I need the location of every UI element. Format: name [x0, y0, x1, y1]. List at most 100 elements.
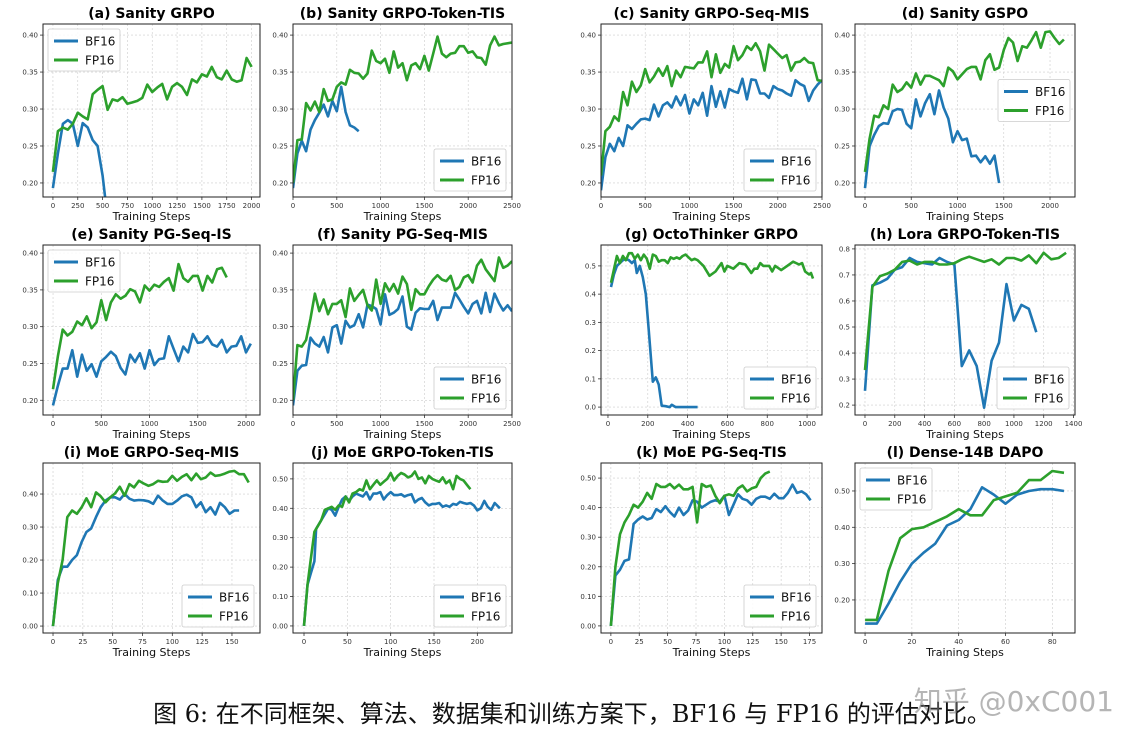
subplot-title: (g) OctoThinker GRPO: [625, 227, 798, 243]
plot-frame: [292, 244, 513, 416]
y-tick-label: 0.4: [839, 350, 851, 358]
x-tick-label: 750: [121, 202, 134, 210]
y-tick-label: 0.30: [272, 323, 288, 331]
x-tick-label: 400: [681, 420, 694, 428]
plot-frame: [600, 23, 823, 198]
y-tick-label: 0.50: [580, 475, 596, 483]
y-tick-label: 0.20: [834, 596, 850, 604]
series-line-bf16: [293, 85, 360, 189]
legend-label: BF16: [471, 155, 501, 169]
y-tick-label: 0.25: [22, 142, 38, 150]
y-tick-label: 0.20: [580, 179, 596, 187]
y-tick-label: 0.30: [834, 106, 850, 114]
y-tick-label: 0.40: [580, 504, 596, 512]
plot-frame: [42, 23, 261, 198]
y-tick-label: 0.25: [272, 142, 288, 150]
x-tick-label: 1400: [1065, 420, 1083, 428]
x-tick-label: 175: [803, 638, 816, 646]
series-line-bf16: [609, 257, 698, 409]
series-line-fp16: [302, 470, 472, 627]
y-tick-label: 0.30: [22, 524, 38, 532]
subplot-title: (b) Sanity GRPO-Token-TIS: [300, 6, 505, 22]
plot-frame: [42, 244, 261, 416]
subplot-i: 0 25 50 75 100 125 150 0.00 0.10 0.20 0.30 0.40 (i) …: [22, 445, 261, 659]
legend: BF16 FP16: [996, 366, 1070, 410]
y-tick-label: 0.7: [839, 271, 850, 279]
series-line-bf16: [609, 483, 812, 627]
legend-label: FP16: [219, 610, 248, 624]
x-axis-label: Training Steps: [112, 646, 191, 659]
y-tick-label: 0.4: [585, 291, 597, 299]
plot-frame: [854, 23, 1076, 198]
y-tick-label: 0.40: [22, 250, 38, 258]
subplot-c: 0 500 1000 1500 2000 2500 0.20 0.25 0.30 0.35 0.40…: [580, 6, 831, 223]
y-tick-label: 0.20: [272, 564, 288, 572]
legend-label: FP16: [897, 493, 926, 507]
x-axis-label: Training Steps: [672, 210, 751, 223]
x-axis-label: Training Steps: [112, 210, 191, 223]
plot-frame: [854, 244, 1076, 416]
x-axis-label: Training Steps: [112, 428, 191, 441]
y-tick-label: 0.5: [839, 324, 850, 332]
series-line-fp16: [863, 30, 1065, 173]
x-tick-label: 2000: [459, 202, 477, 210]
x-axis-label: Training Steps: [925, 210, 1004, 223]
subplot-title: (k) MoE PG-Seq-TIS: [636, 445, 787, 461]
y-tick-label: 0.20: [272, 179, 288, 187]
legend-label: FP16: [1034, 392, 1063, 406]
legend: BF16 FP16: [47, 28, 121, 72]
y-tick-label: 0.35: [22, 286, 38, 294]
x-tick-label: 2000: [1041, 202, 1059, 210]
legend: BF16 FP16: [47, 249, 121, 293]
x-axis-label: Training Steps: [363, 428, 442, 441]
series-line-fp16: [51, 262, 228, 390]
x-tick-label: 1200: [1035, 420, 1053, 428]
x-tick-label: 80: [1048, 638, 1057, 646]
y-tick-label: 0.20: [834, 179, 850, 187]
legend-label: FP16: [781, 174, 810, 188]
x-tick-label: 0: [863, 202, 867, 210]
y-tick-label: 0.40: [22, 491, 38, 499]
y-tick-label: 0.6: [839, 297, 851, 305]
series-line-fp16: [601, 41, 822, 176]
y-tick-label: 0.3: [585, 319, 596, 327]
y-tick-label: 0.30: [580, 106, 596, 114]
x-tick-label: 500: [905, 202, 918, 210]
x-tick-label: 1000: [798, 420, 816, 428]
legend-label: BF16: [897, 474, 927, 488]
y-tick-label: 0.30: [834, 560, 850, 568]
subplot-title: (d) Sanity GSPO: [902, 6, 1029, 22]
series-line-fp16: [609, 251, 815, 284]
legend: BF16 FP16: [997, 79, 1071, 122]
x-tick-label: 1250: [168, 202, 186, 210]
plot-frame: [854, 462, 1076, 634]
subplot-title: (e) Sanity PG-Seq-IS: [71, 227, 231, 243]
legend-label: FP16: [471, 610, 500, 624]
series-line-bf16: [51, 492, 240, 627]
x-tick-label: 60: [1001, 638, 1010, 646]
legend-label: BF16: [781, 591, 811, 605]
x-tick-label: 200: [641, 420, 654, 428]
y-tick-label: 0.00: [272, 622, 288, 630]
legend: BF16 FP16: [181, 584, 255, 628]
legend-label: BF16: [1034, 373, 1064, 387]
plot-frame: [600, 462, 823, 634]
x-tick-label: 1500: [415, 420, 433, 428]
series-line-fp16: [609, 470, 771, 626]
x-tick-label: 25: [78, 638, 87, 646]
y-tick-label: 0.20: [22, 557, 38, 565]
legend-label: BF16: [85, 256, 115, 270]
y-tick-label: 0.20: [22, 397, 38, 405]
y-tick-label: 0.20: [580, 563, 596, 571]
y-tick-label: 0.30: [272, 534, 288, 542]
y-tick-label: 0.1: [585, 375, 596, 383]
x-tick-label: 50: [343, 638, 352, 646]
x-tick-label: 0: [51, 420, 55, 428]
x-tick-label: 0: [863, 638, 867, 646]
series-line-bf16: [601, 77, 822, 191]
subplot-title: (a) Sanity GRPO: [88, 6, 215, 22]
legend: BF16 FP16: [743, 148, 817, 192]
x-tick-label: 600: [948, 420, 961, 428]
x-axis-label: Training Steps: [925, 646, 1004, 659]
x-tick-label: 1000: [372, 202, 390, 210]
